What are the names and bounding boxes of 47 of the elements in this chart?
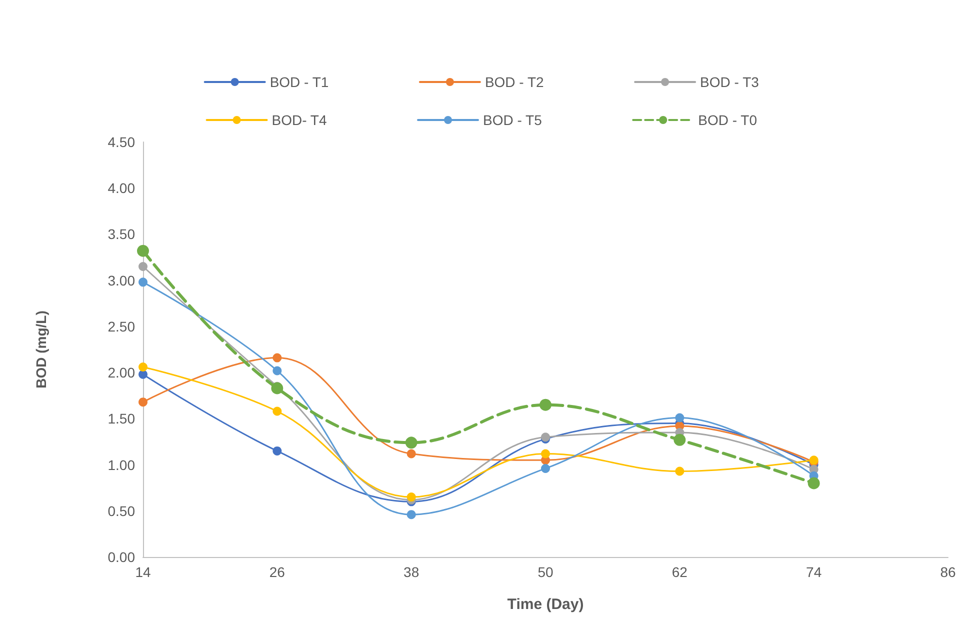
point [272, 446, 282, 456]
point [540, 398, 552, 411]
x-tick-label: 26 [269, 564, 286, 580]
point [137, 244, 149, 257]
point [138, 370, 148, 379]
legend-label: BOD - T1 [270, 74, 329, 90]
point [138, 278, 148, 287]
y-tick-label: 0.50 [108, 502, 136, 519]
point [808, 477, 820, 490]
y-tick-label: 4.00 [108, 180, 136, 196]
x-tick-label: 38 [404, 564, 420, 580]
x-tick-label: 14 [135, 564, 151, 580]
y-axis-title: BOD (mg/L) [33, 310, 49, 388]
point [406, 449, 416, 458]
y-tick-label: 2.00 [108, 364, 136, 381]
x-tick-label: 74 [806, 564, 822, 580]
point [675, 413, 684, 422]
legend-label: BOD - T3 [700, 74, 760, 90]
point [272, 353, 282, 362]
legend-label: BOD - T2 [484, 74, 544, 90]
point [138, 262, 148, 271]
point [674, 434, 686, 446]
x-axis-title: Time (Day) [507, 596, 584, 613]
point [138, 362, 148, 372]
point [272, 406, 282, 416]
y-tick-label: 3.50 [108, 226, 136, 242]
point [541, 449, 550, 458]
point [272, 366, 282, 376]
y-tick-label: 0.00 [108, 549, 136, 565]
legend-label: BOD - T5 [482, 112, 542, 128]
point [541, 464, 550, 473]
y-tick-label: 4.50 [108, 134, 136, 150]
legend-label: BOD - T0 [698, 112, 758, 128]
y-tick-label: 1.00 [108, 456, 136, 473]
x-tick-label: 62 [672, 564, 688, 580]
y-tick-label: 2.50 [108, 318, 136, 334]
y-tick-label: 1.50 [108, 410, 136, 427]
x-tick-label: 50 [538, 564, 554, 580]
legend-label: BOD- T4 [272, 112, 327, 128]
point [271, 382, 284, 394]
x-tick-label: 86 [940, 564, 956, 580]
point [406, 492, 416, 502]
point [138, 398, 148, 407]
y-tick-label: 3.00 [108, 272, 136, 288]
point [405, 436, 418, 449]
point [406, 510, 416, 520]
point [675, 466, 684, 476]
